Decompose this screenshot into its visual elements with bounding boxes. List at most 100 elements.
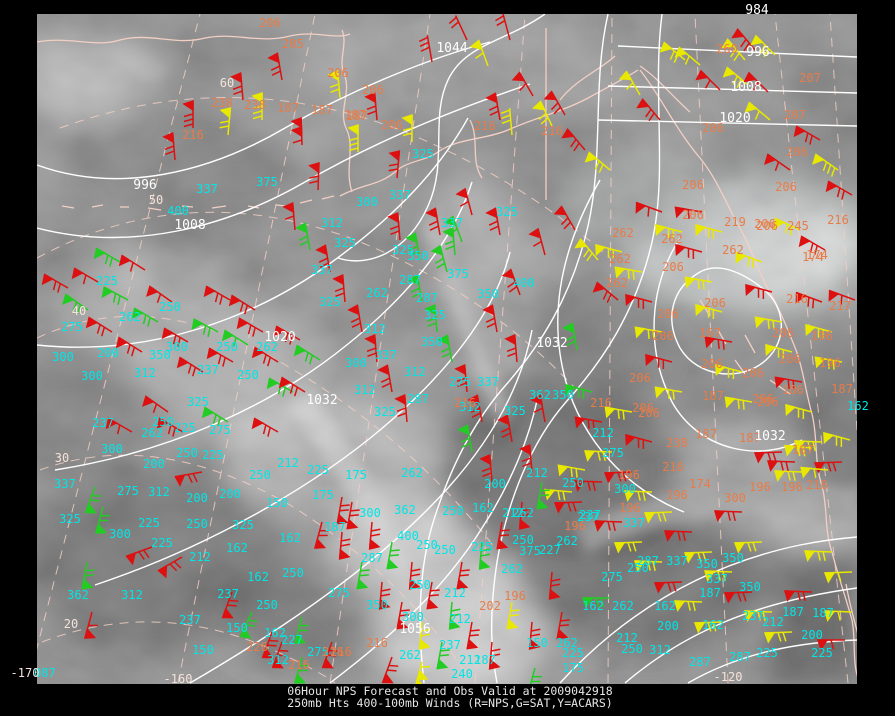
- height-label: 312: [134, 366, 156, 380]
- wind-barb: [816, 639, 845, 651]
- wind-speed-label: 167: [699, 326, 721, 340]
- wind-barb: [704, 336, 733, 350]
- wind-speed-label: 187: [831, 382, 853, 396]
- height-label: 187: [699, 586, 721, 600]
- height-label: 300: [166, 340, 188, 354]
- map-label-layer: 0873373253003622373003003002252752002502…: [11, 3, 869, 686]
- wind-barb: [618, 70, 641, 96]
- wind-speed-label: 196: [781, 480, 803, 494]
- wind-speed-label: 216: [366, 636, 388, 650]
- wind-barb: [62, 293, 89, 314]
- wind-barb: [724, 396, 753, 410]
- graticule-label: 40: [72, 304, 86, 318]
- height-label: 337: [389, 188, 411, 202]
- wind-speed-label: 260: [716, 42, 738, 56]
- height-label: 350: [149, 348, 171, 362]
- wind-barb: [733, 541, 763, 554]
- height-label: 225: [151, 536, 173, 550]
- wind-barb: [156, 417, 184, 437]
- contour-label: 1020: [264, 330, 295, 345]
- wind-speed-label: 206: [629, 371, 651, 385]
- wind-barb: [176, 356, 204, 377]
- wind-barb: [798, 235, 826, 255]
- wind-speed-label: 186: [782, 383, 804, 397]
- wind-barb: [812, 153, 839, 177]
- wind-barb: [743, 71, 769, 93]
- wind-barb: [625, 294, 653, 310]
- wind-speed-label: 216: [590, 396, 612, 410]
- height-label: 275: [328, 586, 350, 600]
- wind-speed-label: 238: [244, 98, 266, 112]
- wind-barb: [773, 217, 801, 236]
- wind-barb: [467, 394, 483, 423]
- wind-speed-label: 187: [277, 101, 299, 115]
- wind-barb: [613, 541, 643, 554]
- wind-barb: [418, 621, 431, 650]
- height-label: 162: [247, 570, 269, 584]
- height-label: 300: [109, 527, 131, 541]
- height-label: 250: [216, 340, 238, 354]
- wind-barb: [101, 286, 129, 306]
- wind-speed-label: 206: [652, 329, 674, 343]
- wind-barb: [201, 406, 229, 427]
- height-label: 212: [526, 466, 548, 480]
- height-label: 087: [34, 666, 56, 680]
- height-label: 350: [477, 287, 499, 301]
- wind-barb: [157, 556, 183, 579]
- wind-barb: [381, 656, 399, 684]
- wind-speed-label: 219: [724, 215, 746, 229]
- wind-barb: [750, 34, 776, 58]
- height-label: 325: [412, 147, 434, 161]
- height-label: 212: [502, 506, 524, 520]
- wind-barb: [530, 394, 546, 423]
- wind-barb: [239, 611, 258, 639]
- wind-barb: [584, 151, 611, 174]
- height-label: 225: [562, 646, 584, 660]
- height-label: 175: [345, 468, 367, 482]
- height-label: 162: [847, 399, 869, 413]
- wind-barb: [221, 591, 239, 619]
- height-label: 350: [366, 598, 388, 612]
- wind-barb: [347, 123, 359, 152]
- wind-barb: [519, 444, 533, 473]
- wind-barb: [105, 417, 133, 435]
- wind-barb: [405, 232, 421, 261]
- height-label: 325: [496, 205, 518, 219]
- height-label: 150: [266, 496, 288, 510]
- graticule-label: 60: [220, 76, 234, 90]
- wind-speed-label: 206: [362, 83, 384, 97]
- wind-barb: [634, 560, 663, 572]
- height-label: 375: [519, 544, 541, 558]
- wind-speed-label: 245: [787, 219, 809, 233]
- wind-barb: [443, 215, 463, 243]
- wind-barb: [495, 14, 511, 41]
- wind-barb: [764, 153, 791, 172]
- wind-speed-label: 196: [811, 329, 833, 343]
- wind-speed-label: 216: [454, 396, 476, 410]
- height-label: 250: [627, 561, 649, 575]
- wind-barb: [715, 364, 743, 380]
- height-label: 250: [562, 476, 584, 490]
- wind-barb: [230, 72, 244, 101]
- wind-speed-label: 206: [704, 296, 726, 310]
- wind-barb: [553, 501, 583, 514]
- height-label: 300: [359, 506, 381, 520]
- height-label: 325: [424, 308, 446, 322]
- height-label: 225: [138, 516, 160, 530]
- wind-speed-label: 206: [772, 326, 794, 340]
- wind-barb: [584, 450, 613, 462]
- wind-speed-label: 196: [749, 480, 771, 494]
- wind-speed-label: 206: [775, 180, 797, 194]
- contour-label: 1032: [536, 336, 567, 351]
- wind-barb: [174, 471, 203, 487]
- wind-speed-label: 187: [695, 427, 717, 441]
- height-label: 212: [449, 612, 471, 626]
- caption-line2: 250mb Hts 400-100mb Winds (R=NPS,G=SAT,Y…: [287, 696, 612, 710]
- graticule-label: 20: [64, 617, 78, 631]
- wind-barb: [704, 570, 733, 582]
- wind-barb: [674, 206, 703, 219]
- wind-speed-label: 216: [786, 292, 808, 306]
- wind-barb: [763, 631, 793, 644]
